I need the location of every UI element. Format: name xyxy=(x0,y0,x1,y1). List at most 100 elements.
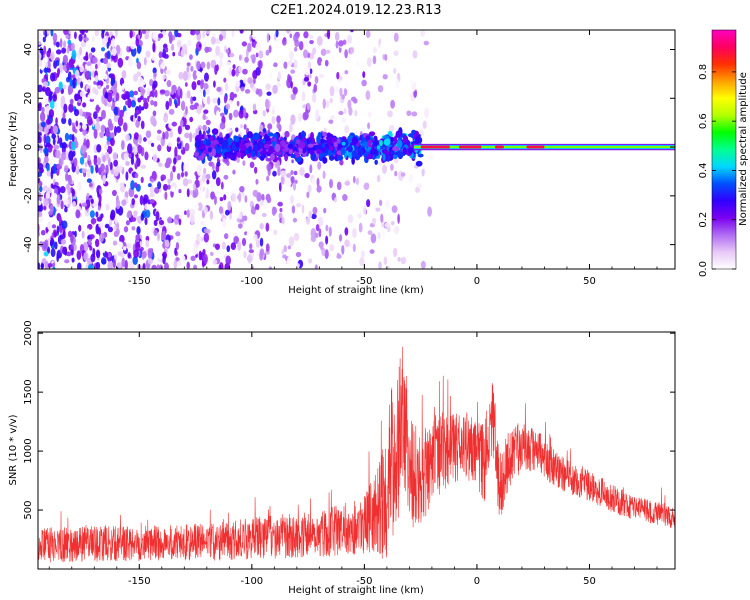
heatmap-cell xyxy=(292,217,298,223)
heatmap-cell xyxy=(125,220,130,226)
heatmap-cell xyxy=(95,261,101,269)
heatmap-cell xyxy=(196,60,201,71)
heatmap-cell xyxy=(269,70,273,80)
heatmap-cell xyxy=(338,40,344,47)
heatmap-cell xyxy=(375,207,381,212)
heatmap-cell xyxy=(326,132,332,138)
heatmap-cell xyxy=(66,183,70,190)
heatmap-cell xyxy=(366,199,371,208)
heatmap-cell xyxy=(105,84,110,90)
heatmap-cell xyxy=(52,262,55,268)
heatmap-cell xyxy=(302,111,308,121)
heatmap-cell xyxy=(210,251,214,257)
heatmap-cell xyxy=(59,186,66,194)
heatmap-cell xyxy=(174,146,178,157)
heatmap-cell xyxy=(51,133,57,140)
heatmap-cell xyxy=(293,170,298,176)
heatmap-cell xyxy=(116,262,122,269)
heatmap-ytick-label: 0 xyxy=(23,144,34,150)
heatmap-cell xyxy=(72,124,76,133)
heatmap-cell xyxy=(94,121,101,132)
heatmap-cell xyxy=(315,109,320,120)
heatmap-cell xyxy=(184,132,190,139)
heatmap-cell xyxy=(392,146,399,152)
heatmap-cell xyxy=(206,179,210,185)
heatmap-cell xyxy=(273,62,278,68)
snr-axes: -150 -100 -50 0 50 500 1000 1500 2000 xyxy=(23,320,675,587)
heatmap-cell xyxy=(210,36,216,45)
colorbar: 0.0 0.2 0.4 0.6 0.8 Normalized spectral ampl… xyxy=(698,29,749,277)
heatmap-cell xyxy=(252,103,257,112)
heatmap-cell xyxy=(178,188,182,194)
snr-xtick-label: -150 xyxy=(128,576,151,587)
heatmap-cell xyxy=(38,200,42,206)
snr-xtick-label: -100 xyxy=(240,576,263,587)
heatmap-cell xyxy=(284,130,290,138)
heatmap-cell xyxy=(298,112,302,122)
heatmap-cell xyxy=(145,50,151,58)
heatmap-cell xyxy=(106,102,113,108)
heatmap-cell xyxy=(163,53,169,59)
heatmap-cell xyxy=(385,199,390,209)
heatmap-cell xyxy=(370,233,377,244)
heatmap-cell xyxy=(290,80,293,89)
heatmap-cell xyxy=(362,71,366,79)
heatmap-cell xyxy=(197,202,203,212)
heatmap-cell xyxy=(305,39,309,48)
heatmap-cell xyxy=(140,176,144,184)
snr-xtick-label: -50 xyxy=(356,576,372,587)
heatmap-cell xyxy=(326,100,330,109)
heatmap-cell xyxy=(145,209,151,219)
heatmap-cell xyxy=(241,237,247,247)
heatmap-cell xyxy=(190,65,194,72)
heatmap-cell xyxy=(218,33,224,42)
heatmap-cell xyxy=(95,104,100,114)
heatmap-cell xyxy=(292,146,298,151)
heatmap-cell xyxy=(244,102,248,111)
heatmap-cell xyxy=(99,131,105,139)
heatmap-cell xyxy=(336,71,340,80)
heatmap-cell xyxy=(149,199,155,204)
heatmap-cell xyxy=(367,139,372,149)
heatmap-cell xyxy=(329,97,333,104)
heatmap-cell xyxy=(352,243,356,253)
heatmap-cell xyxy=(43,45,47,55)
heatmap-cell xyxy=(81,202,88,207)
heatmap-cell xyxy=(287,245,292,250)
heatmap-cell xyxy=(71,122,75,127)
heatmap-cell xyxy=(386,154,391,162)
heatmap-cell xyxy=(293,33,299,43)
heatmap-cell xyxy=(114,217,118,224)
heatmap-cell xyxy=(287,59,293,66)
heatmap-cell xyxy=(58,224,63,233)
heatmap-cell xyxy=(322,170,326,180)
heatmap-cell xyxy=(173,98,178,106)
heatmap-cell xyxy=(236,151,242,158)
heatmap-cell xyxy=(265,222,270,232)
heatmap-cell xyxy=(174,30,179,38)
heatmap-cell xyxy=(219,262,224,269)
heatmap-cell xyxy=(227,154,235,160)
heatmap-cell xyxy=(38,131,41,140)
heatmap-cell xyxy=(367,230,373,236)
heatmap-cell xyxy=(93,128,98,139)
heatmap-cell xyxy=(133,132,139,140)
heatmap-cell xyxy=(263,143,270,149)
heatmap-cell xyxy=(121,257,126,268)
heatmap-cell xyxy=(299,166,305,176)
heatmap-cell xyxy=(80,144,86,155)
heatmap-cell xyxy=(102,246,106,254)
heatmap-cell xyxy=(147,258,154,265)
heatmap-cell xyxy=(219,59,223,68)
heatmap-cell xyxy=(38,192,42,202)
heatmap-cell xyxy=(203,206,208,215)
heatmap-cell xyxy=(64,207,68,213)
heatmap-cell xyxy=(79,90,85,98)
heatmap-cell xyxy=(204,46,210,53)
heatmap-cell xyxy=(239,124,244,129)
heatmap-cell xyxy=(184,210,187,216)
heatmap-cell xyxy=(290,69,296,74)
heatmap-cell xyxy=(140,213,145,221)
heatmap-cell xyxy=(130,100,137,108)
heatmap-cell xyxy=(134,200,139,209)
